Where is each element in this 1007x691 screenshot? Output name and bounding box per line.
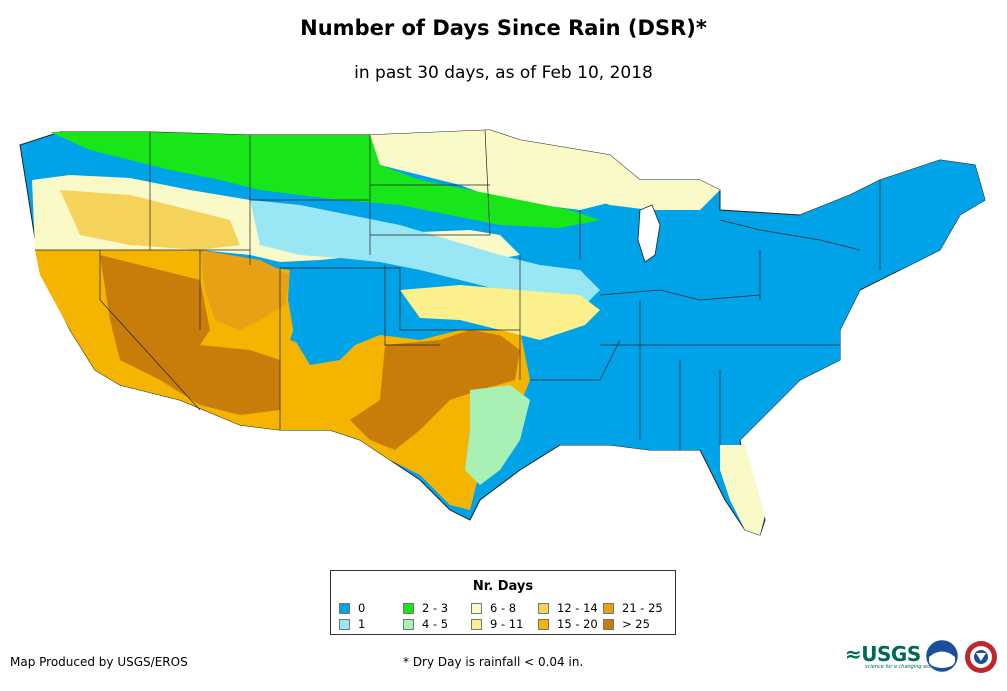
legend-item-4-5: 4 - 5 — [403, 617, 448, 631]
legend-item-12-14: 12 - 14 — [538, 601, 598, 615]
noaa-logo-icon — [926, 640, 958, 672]
usgs-logo: ≈USGS science for a changing world — [843, 642, 937, 670]
legend-swatch — [403, 602, 414, 614]
usgs-wordmark: ≈USGS — [845, 642, 921, 666]
region-colorado-blue — [288, 262, 400, 365]
legend-item-21-25: 21 - 25 — [603, 601, 663, 615]
legend-item-6-8: 6 - 8 — [471, 601, 516, 615]
legend-item-2-3: 2 - 3 — [403, 601, 448, 615]
state-borders — [35, 129, 881, 450]
legend-title: Nr. Days — [472, 579, 534, 594]
legend-swatch — [403, 618, 414, 630]
map-subtitle: in past 30 days, as of Feb 10, 2018 — [354, 63, 653, 83]
region-southwest-brown — [100, 255, 280, 415]
legend-swatch — [339, 618, 350, 630]
legend-item-15-20: 15 - 20 — [538, 617, 598, 631]
legend-swatch — [471, 602, 482, 614]
legend-swatch — [471, 618, 482, 630]
region-southern-plains-brown — [350, 330, 520, 450]
map-title: Number of Days Since Rain (DSR)* — [300, 16, 707, 40]
legend-swatch — [603, 602, 614, 614]
map-regions — [19, 129, 986, 536]
region-central-lightblue — [250, 200, 600, 310]
region-kansas-yellow — [400, 285, 600, 340]
legend-item-0: 0 — [339, 601, 365, 615]
lake-michigan — [637, 204, 661, 263]
legend-item-1: 1 — [339, 617, 365, 631]
region-texas-green — [465, 385, 530, 485]
usgs-tagline: science for a changing world — [865, 664, 937, 670]
legend-item-over-25: > 25 — [603, 617, 650, 631]
legend-swatch — [603, 618, 614, 630]
legend-swatch — [538, 618, 549, 630]
nws-logo-icon — [965, 641, 997, 673]
region-northeast-blue — [800, 160, 985, 280]
legend-swatch — [339, 602, 350, 614]
legend-swatch — [538, 602, 549, 614]
map-credit: Map Produced by USGS/EROS — [10, 655, 188, 669]
region-dakotas-pale — [370, 130, 640, 210]
region-greatlakes-pale — [560, 160, 720, 210]
legend-item-9-11: 9 - 11 — [471, 617, 523, 631]
legend-box: Nr. Days 0 1 2 - 3 4 - 5 6 - 8 9 - 11 12… — [330, 570, 676, 635]
region-florida-pale — [720, 445, 765, 535]
region-great-basin-tan — [200, 250, 290, 330]
dry-day-note: * Dry Day is rainfall < 0.04 in. — [403, 655, 584, 669]
region-north-green — [50, 132, 600, 228]
